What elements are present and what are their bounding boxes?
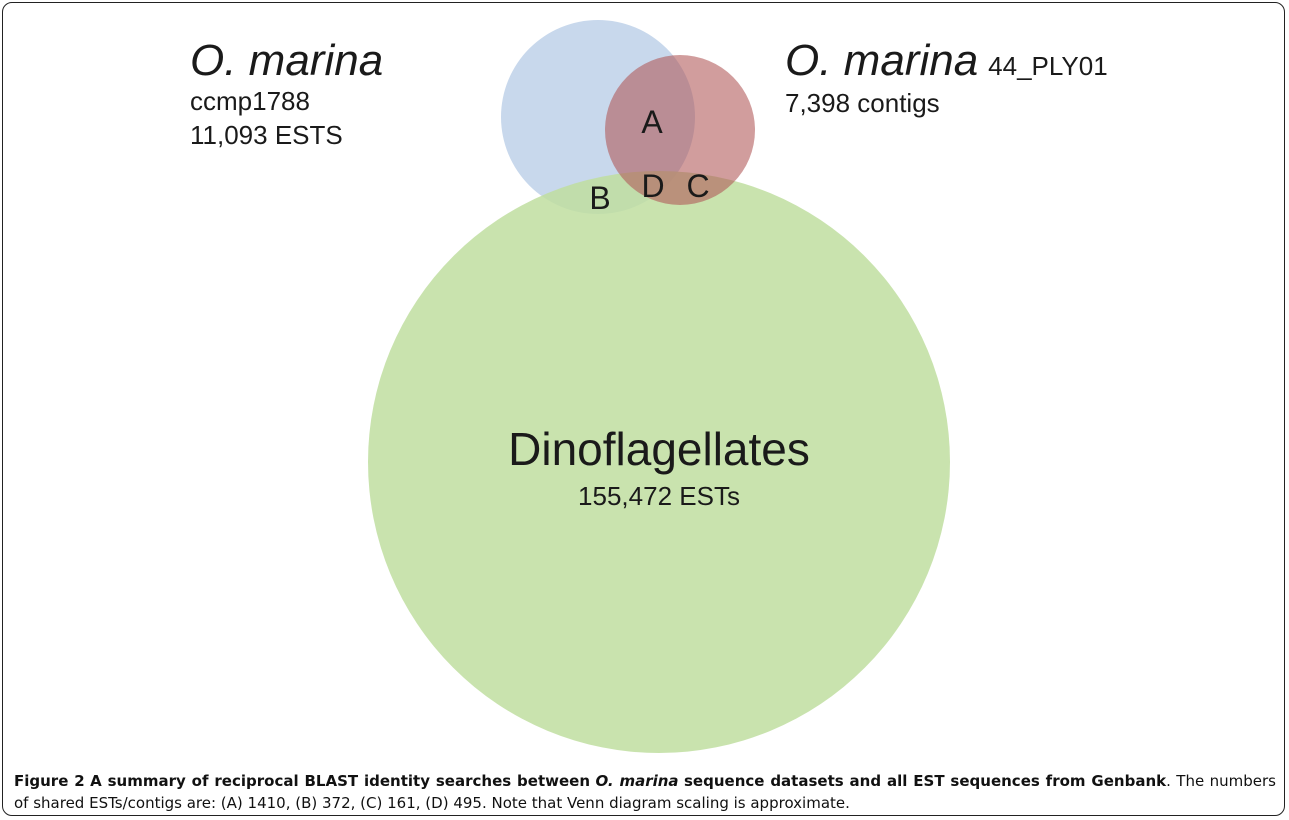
set-circle-44-ply01: [605, 55, 755, 205]
region-label: C: [686, 168, 709, 204]
set-strain: ccmp1788: [190, 86, 310, 116]
figure-caption: Figure 2 A summary of reciprocal BLAST i…: [14, 770, 1276, 814]
region-label: B: [589, 180, 610, 216]
venn-diagram: O. marina ccmp1788 11,093 ESTS O. marina…: [190, 20, 1108, 753]
caption-body: . The numbers of shared ESTs/contigs are…: [14, 772, 1276, 812]
set-strain: 44_PLY01: [988, 51, 1108, 81]
caption-title: sequence datasets and all EST sequences …: [684, 772, 1167, 790]
set-name: Dinoflagellates: [508, 423, 810, 475]
set-count: 155,472 ESTs: [578, 481, 740, 511]
caption-title: A summary of reciprocal BLAST identity s…: [90, 772, 591, 790]
set-circle-dinoflagellates: [368, 171, 950, 753]
caption-title-italic: O. marina: [595, 772, 679, 790]
set-name: O. marina: [785, 36, 978, 85]
caption-label: Figure 2: [14, 772, 85, 790]
region-label: D: [641, 168, 664, 204]
region-label: A: [641, 104, 663, 140]
set-count: 11,093 ESTS: [190, 120, 343, 150]
set-count: 7,398 contigs: [785, 88, 940, 118]
set-label: O. marina 44_PLY01: [785, 36, 1108, 85]
set-name: O. marina: [190, 36, 383, 85]
